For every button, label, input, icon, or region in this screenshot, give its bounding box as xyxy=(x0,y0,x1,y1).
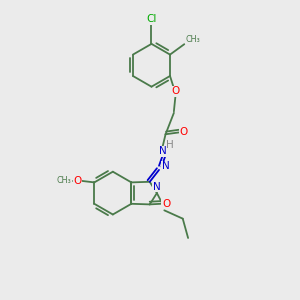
Text: CH₃: CH₃ xyxy=(57,176,71,185)
Text: Cl: Cl xyxy=(146,14,157,24)
Text: N: N xyxy=(153,182,161,192)
Text: O: O xyxy=(162,199,170,209)
Text: N: N xyxy=(159,146,167,157)
Text: O: O xyxy=(74,176,82,186)
Text: O: O xyxy=(171,86,179,96)
Text: CH₃: CH₃ xyxy=(185,35,200,44)
Text: H: H xyxy=(167,140,174,150)
Text: N: N xyxy=(162,161,170,171)
Text: O: O xyxy=(179,128,188,137)
